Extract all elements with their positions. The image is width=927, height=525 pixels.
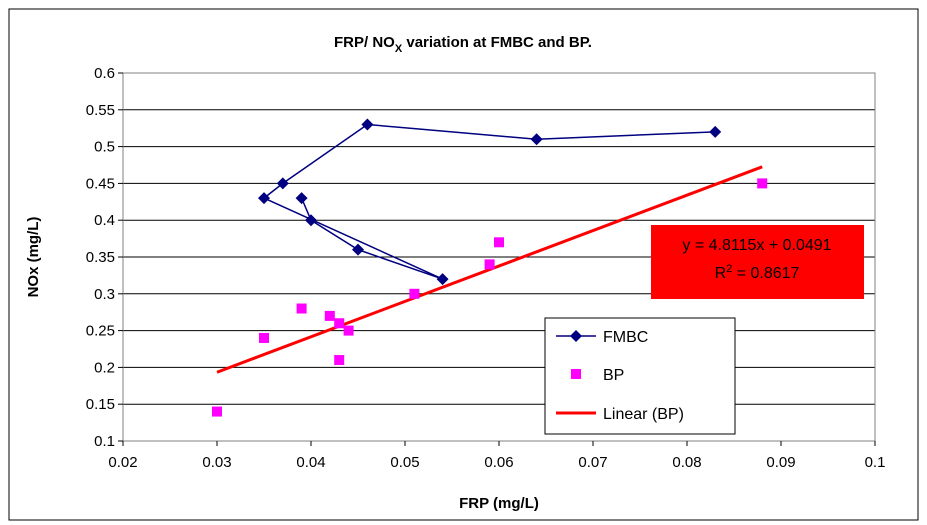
y-axis-title: NOx (mg/L) <box>25 217 42 298</box>
x-tick-label: 0.06 <box>484 454 513 471</box>
y-tick-label: 0.25 <box>86 323 115 340</box>
bp-point <box>334 355 345 366</box>
legend-item-linear-bp: Linear (BP) <box>556 406 684 423</box>
x-tick-label: 0.1 <box>865 454 886 471</box>
fmbc-point <box>709 125 722 138</box>
legend-item-fmbc: FMBC <box>556 329 648 346</box>
legend-item-bp: BP <box>571 367 624 384</box>
bp-point <box>409 288 420 299</box>
fmbc-point <box>258 192 270 205</box>
legend-bp-label: BP <box>603 367 624 384</box>
x-tick-label: 0.05 <box>390 454 419 471</box>
x-tick-label: 0.02 <box>108 454 137 471</box>
fmbc-point <box>295 192 308 205</box>
fmbc-point <box>276 177 289 190</box>
bp-point <box>296 303 307 314</box>
fmbc-point <box>352 243 364 256</box>
bp-point <box>334 318 345 329</box>
x-axis-title: FRP (mg/L) <box>459 495 539 512</box>
y-tick-label: 0.15 <box>86 396 115 413</box>
bp-point <box>494 237 504 248</box>
trendline-bp <box>216 165 763 374</box>
fmbc-point <box>305 214 317 227</box>
y-tick-label: 0.1 <box>94 433 115 450</box>
bp-point <box>324 310 335 321</box>
y-tick-label: 0.45 <box>86 175 115 192</box>
legend-bp-marker <box>571 369 581 379</box>
trendline-equation: y = 4.8115x + 0.0491 <box>682 237 831 254</box>
fmbc-point <box>361 118 374 131</box>
legend-fmbc-label: FMBC <box>603 329 648 346</box>
legend-fmbc-marker <box>570 330 582 342</box>
trendline-r-squared: R2 = 0.8617 <box>715 263 800 282</box>
y-axis-ticks: 0.1 0.15 0.2 0.25 0.3 0.35 0.4 0.45 0.5 0.55 0.6 <box>86 65 123 450</box>
y-tick-label: 0.5 <box>94 139 115 156</box>
series-bp-markers <box>212 178 768 417</box>
y-tick-label: 0.6 <box>94 65 115 82</box>
fmbc-point <box>530 133 543 146</box>
legend: FMBC BP Linear (BP) <box>544 317 736 435</box>
x-tick-label: 0.09 <box>766 454 795 471</box>
bp-point <box>484 259 495 270</box>
x-tick-label: 0.04 <box>296 454 325 471</box>
y-tick-label: 0.55 <box>86 102 115 119</box>
fmbc-point <box>436 273 449 286</box>
series-fmbc-markers <box>258 118 722 286</box>
x-tick-label: 0.07 <box>578 454 607 471</box>
trendline-equation-box: y = 4.8115x + 0.0491 R2 = 0.8617 <box>651 225 864 299</box>
x-axis-ticks: 0.02 0.03 0.04 0.05 0.06 0.07 0.08 0.09 0.1 <box>108 441 885 471</box>
bp-point <box>259 332 269 343</box>
x-tick-label: 0.03 <box>202 454 231 471</box>
legend-trendline-label: Linear (BP) <box>603 406 684 423</box>
bp-point <box>757 178 768 189</box>
y-tick-label: 0.3 <box>94 286 115 303</box>
equation-box-background <box>651 225 864 299</box>
x-tick-label: 0.08 <box>672 454 701 471</box>
bp-point <box>212 406 222 417</box>
y-tick-label: 0.35 <box>86 249 115 266</box>
chart-title: FRP/ NOX variation at FMBC and BP. <box>334 34 592 55</box>
y-tick-label: 0.2 <box>94 359 115 376</box>
bp-point <box>343 325 354 336</box>
y-tick-label: 0.4 <box>94 212 115 229</box>
